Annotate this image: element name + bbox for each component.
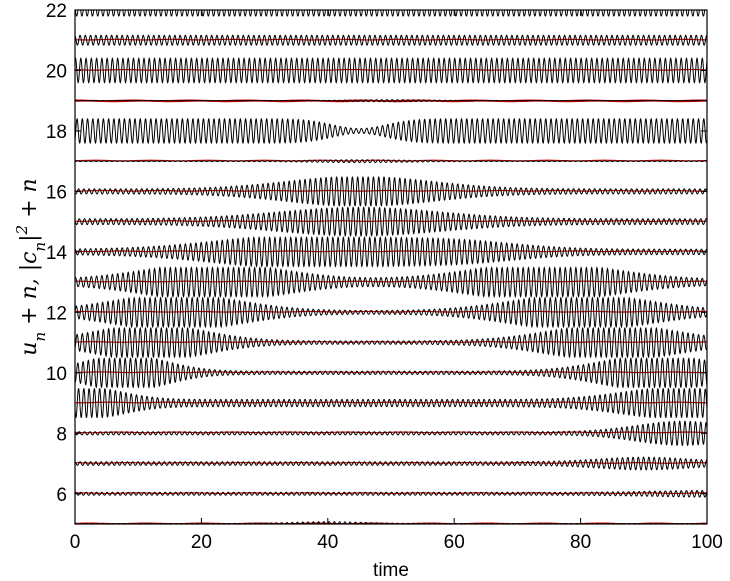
y-tick-label-18: 18 [46,122,67,143]
displacement-line-18 [75,117,707,145]
x-tick-label-80: 80 [570,532,591,553]
y-tick-label-20: 20 [46,61,67,82]
prob-line-17 [75,159,707,162]
y-tick-label-16: 16 [46,182,67,203]
displacement-line-12 [75,296,707,329]
displacement-line-19 [75,99,707,103]
axes-layer: 0 20 40 60 80 100 6 8 10 12 14 16 18 20 22 [46,1,723,553]
y-tick-label-10: 10 [46,364,67,385]
displacement-line-8 [75,420,707,447]
series-layer [75,10,707,524]
prob-line-11 [75,341,707,343]
displacement-line-11 [75,326,707,359]
x-axis-title: time [373,560,409,581]
prob-line-10 [75,371,707,374]
displacement-line-7 [75,456,707,471]
displacement-line-10 [75,357,707,389]
x-tick-label-40: 40 [317,532,338,553]
axes-frame [74,9,708,525]
prob-line-14 [75,250,707,253]
prob-line-21 [75,38,707,41]
x-tick-label-60: 60 [444,532,465,553]
x-tick-label-20: 20 [191,532,212,553]
x-tick-label-100: 100 [691,532,723,553]
y-tick-label-14: 14 [46,243,68,264]
displacement-line-21 [75,34,707,46]
displacement-line-9 [75,388,707,419]
prob-line-7 [75,462,707,464]
y-tick-label-22: 22 [46,1,67,22]
displacement-line-13 [75,266,707,299]
displacement-line-15 [75,206,707,237]
prob-line-13 [75,280,707,283]
y-axis-title: un + n, |cn|2 + n [13,178,49,355]
prob-line-20 [75,68,707,71]
y-tick-label-8: 8 [56,424,67,445]
y-tick-label-6: 6 [56,485,67,506]
displacement-line-16 [75,176,707,207]
y-tick-label-12: 12 [46,303,67,324]
x-tick-label-0: 0 [70,532,81,553]
displacement-line-14 [75,236,707,268]
displacement-line-17 [75,159,707,164]
displacement-line-6 [75,489,707,498]
displacement-line-20 [75,57,707,84]
plot-area [75,10,707,524]
